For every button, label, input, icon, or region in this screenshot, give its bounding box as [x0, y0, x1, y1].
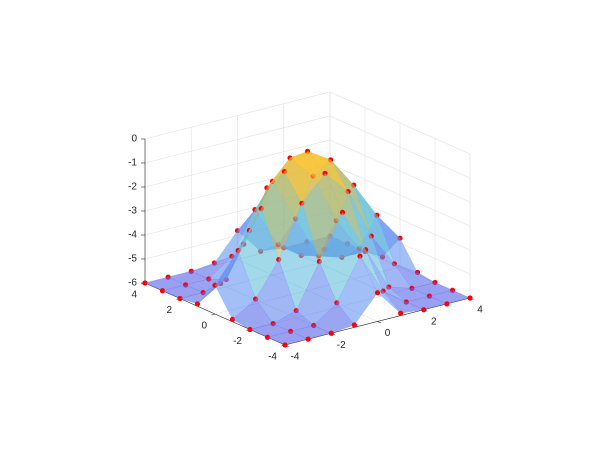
data-point [328, 330, 334, 336]
data-point [374, 290, 381, 296]
data-point [444, 301, 450, 307]
data-point [159, 288, 166, 294]
data-point [467, 295, 473, 301]
data-point [264, 334, 271, 340]
data-point [305, 336, 311, 342]
surface-face [284, 150, 326, 204]
data-point [282, 342, 288, 348]
surface-face [319, 211, 361, 304]
surface-face [214, 249, 256, 320]
y-tick [211, 313, 216, 316]
data-point [351, 322, 357, 328]
x-tick-label: -2 [337, 340, 346, 351]
x-tick-label: -4 [291, 352, 300, 363]
data-point [421, 307, 427, 313]
z-tick-label: -1 [128, 158, 137, 169]
z-tick-label: -3 [128, 206, 137, 217]
surface-face [359, 255, 401, 314]
y-tick-label: 2 [166, 305, 172, 316]
z-tick-label: 0 [131, 134, 137, 145]
surface-face [266, 331, 309, 346]
grid-line [329, 115, 471, 179]
x-tick-label: 0 [385, 328, 391, 339]
x-tick-label: 4 [477, 305, 483, 316]
surface-face [353, 184, 395, 264]
grid-line [329, 163, 471, 227]
z-tick-label: -5 [128, 254, 137, 265]
grid-line [144, 115, 331, 164]
x-tick [377, 321, 382, 324]
grid-line [329, 139, 471, 203]
data-point [229, 316, 236, 322]
z-tick-label: -2 [128, 182, 137, 193]
y-tick-label: -2 [233, 336, 242, 347]
grid-line [144, 139, 331, 188]
surface-face [342, 212, 384, 292]
y-tick-label: 0 [201, 321, 207, 332]
grid-line [329, 91, 471, 155]
y-tick-label: 4 [131, 290, 137, 301]
grid-line [144, 91, 331, 140]
surface-face [301, 172, 343, 263]
surface-face [266, 151, 308, 188]
z-tick-label: -4 [128, 230, 137, 241]
y-tick-label: -4 [268, 352, 277, 363]
data-point [398, 310, 404, 316]
z-tick-label: -6 [128, 278, 137, 289]
x-tick-label: 2 [431, 316, 437, 327]
